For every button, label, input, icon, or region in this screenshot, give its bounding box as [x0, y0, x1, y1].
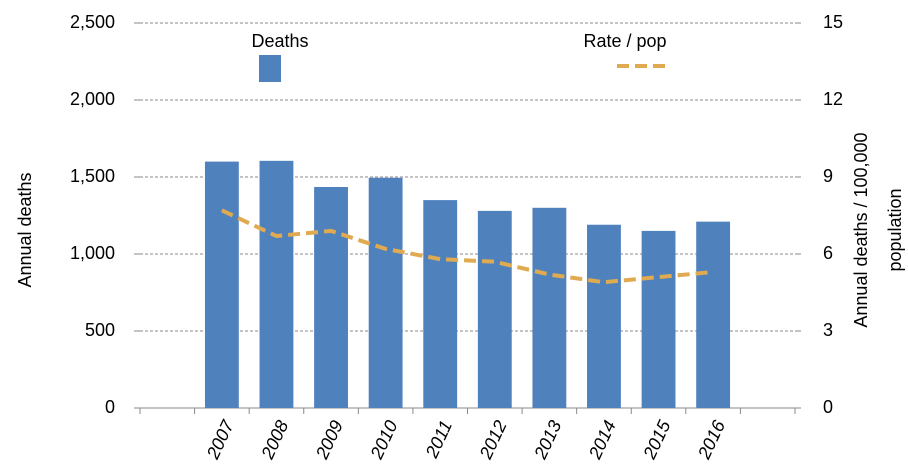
y2-tick-label: 9 [823, 166, 833, 186]
bar [641, 230, 676, 408]
y2-tick-label: 12 [823, 89, 843, 109]
bar [314, 187, 348, 408]
y2-axis-label: population [885, 188, 905, 271]
bar [587, 224, 621, 408]
y-tick-label: 2,000 [70, 89, 115, 109]
bar [696, 221, 731, 408]
y-tick-label: 2,500 [70, 12, 115, 32]
bar [477, 210, 512, 408]
x-tick-label: 2008 [257, 417, 292, 463]
bar [532, 207, 567, 408]
x-tick-label: 2013 [530, 417, 565, 463]
y-tick-label: 0 [105, 397, 115, 417]
rate-line [221, 208, 714, 285]
x-tick-label: 2012 [475, 417, 510, 463]
bar [259, 160, 294, 408]
x-tick-label: 2016 [694, 416, 730, 463]
bar [204, 161, 239, 408]
y2-tick-label: 0 [823, 397, 833, 417]
legend-label: Deaths [251, 31, 308, 51]
y-tick-label: 1,000 [70, 243, 115, 263]
y-tick-label: 1,500 [70, 166, 115, 186]
y2-tick-label: 15 [823, 12, 843, 32]
x-tick-label: 2009 [311, 417, 346, 463]
bar [368, 177, 403, 408]
y2-axis-label: Annual deaths / 100,000 [851, 132, 871, 327]
legend-label: Rate / pop [583, 31, 666, 51]
y2-tick-label: 6 [823, 243, 833, 263]
x-tick-label: 2011 [421, 417, 456, 461]
y-axis-label: Annual deaths [15, 172, 35, 287]
bar [423, 200, 458, 408]
x-tick-label: 2007 [202, 416, 238, 463]
y2-tick-label: 3 [823, 320, 833, 340]
x-tick-label: 2015 [639, 416, 675, 463]
legend-swatch [259, 55, 281, 82]
y-tick-label: 500 [85, 320, 115, 340]
x-tick-label: 2010 [366, 417, 401, 463]
x-tick-label: 2014 [584, 417, 619, 463]
